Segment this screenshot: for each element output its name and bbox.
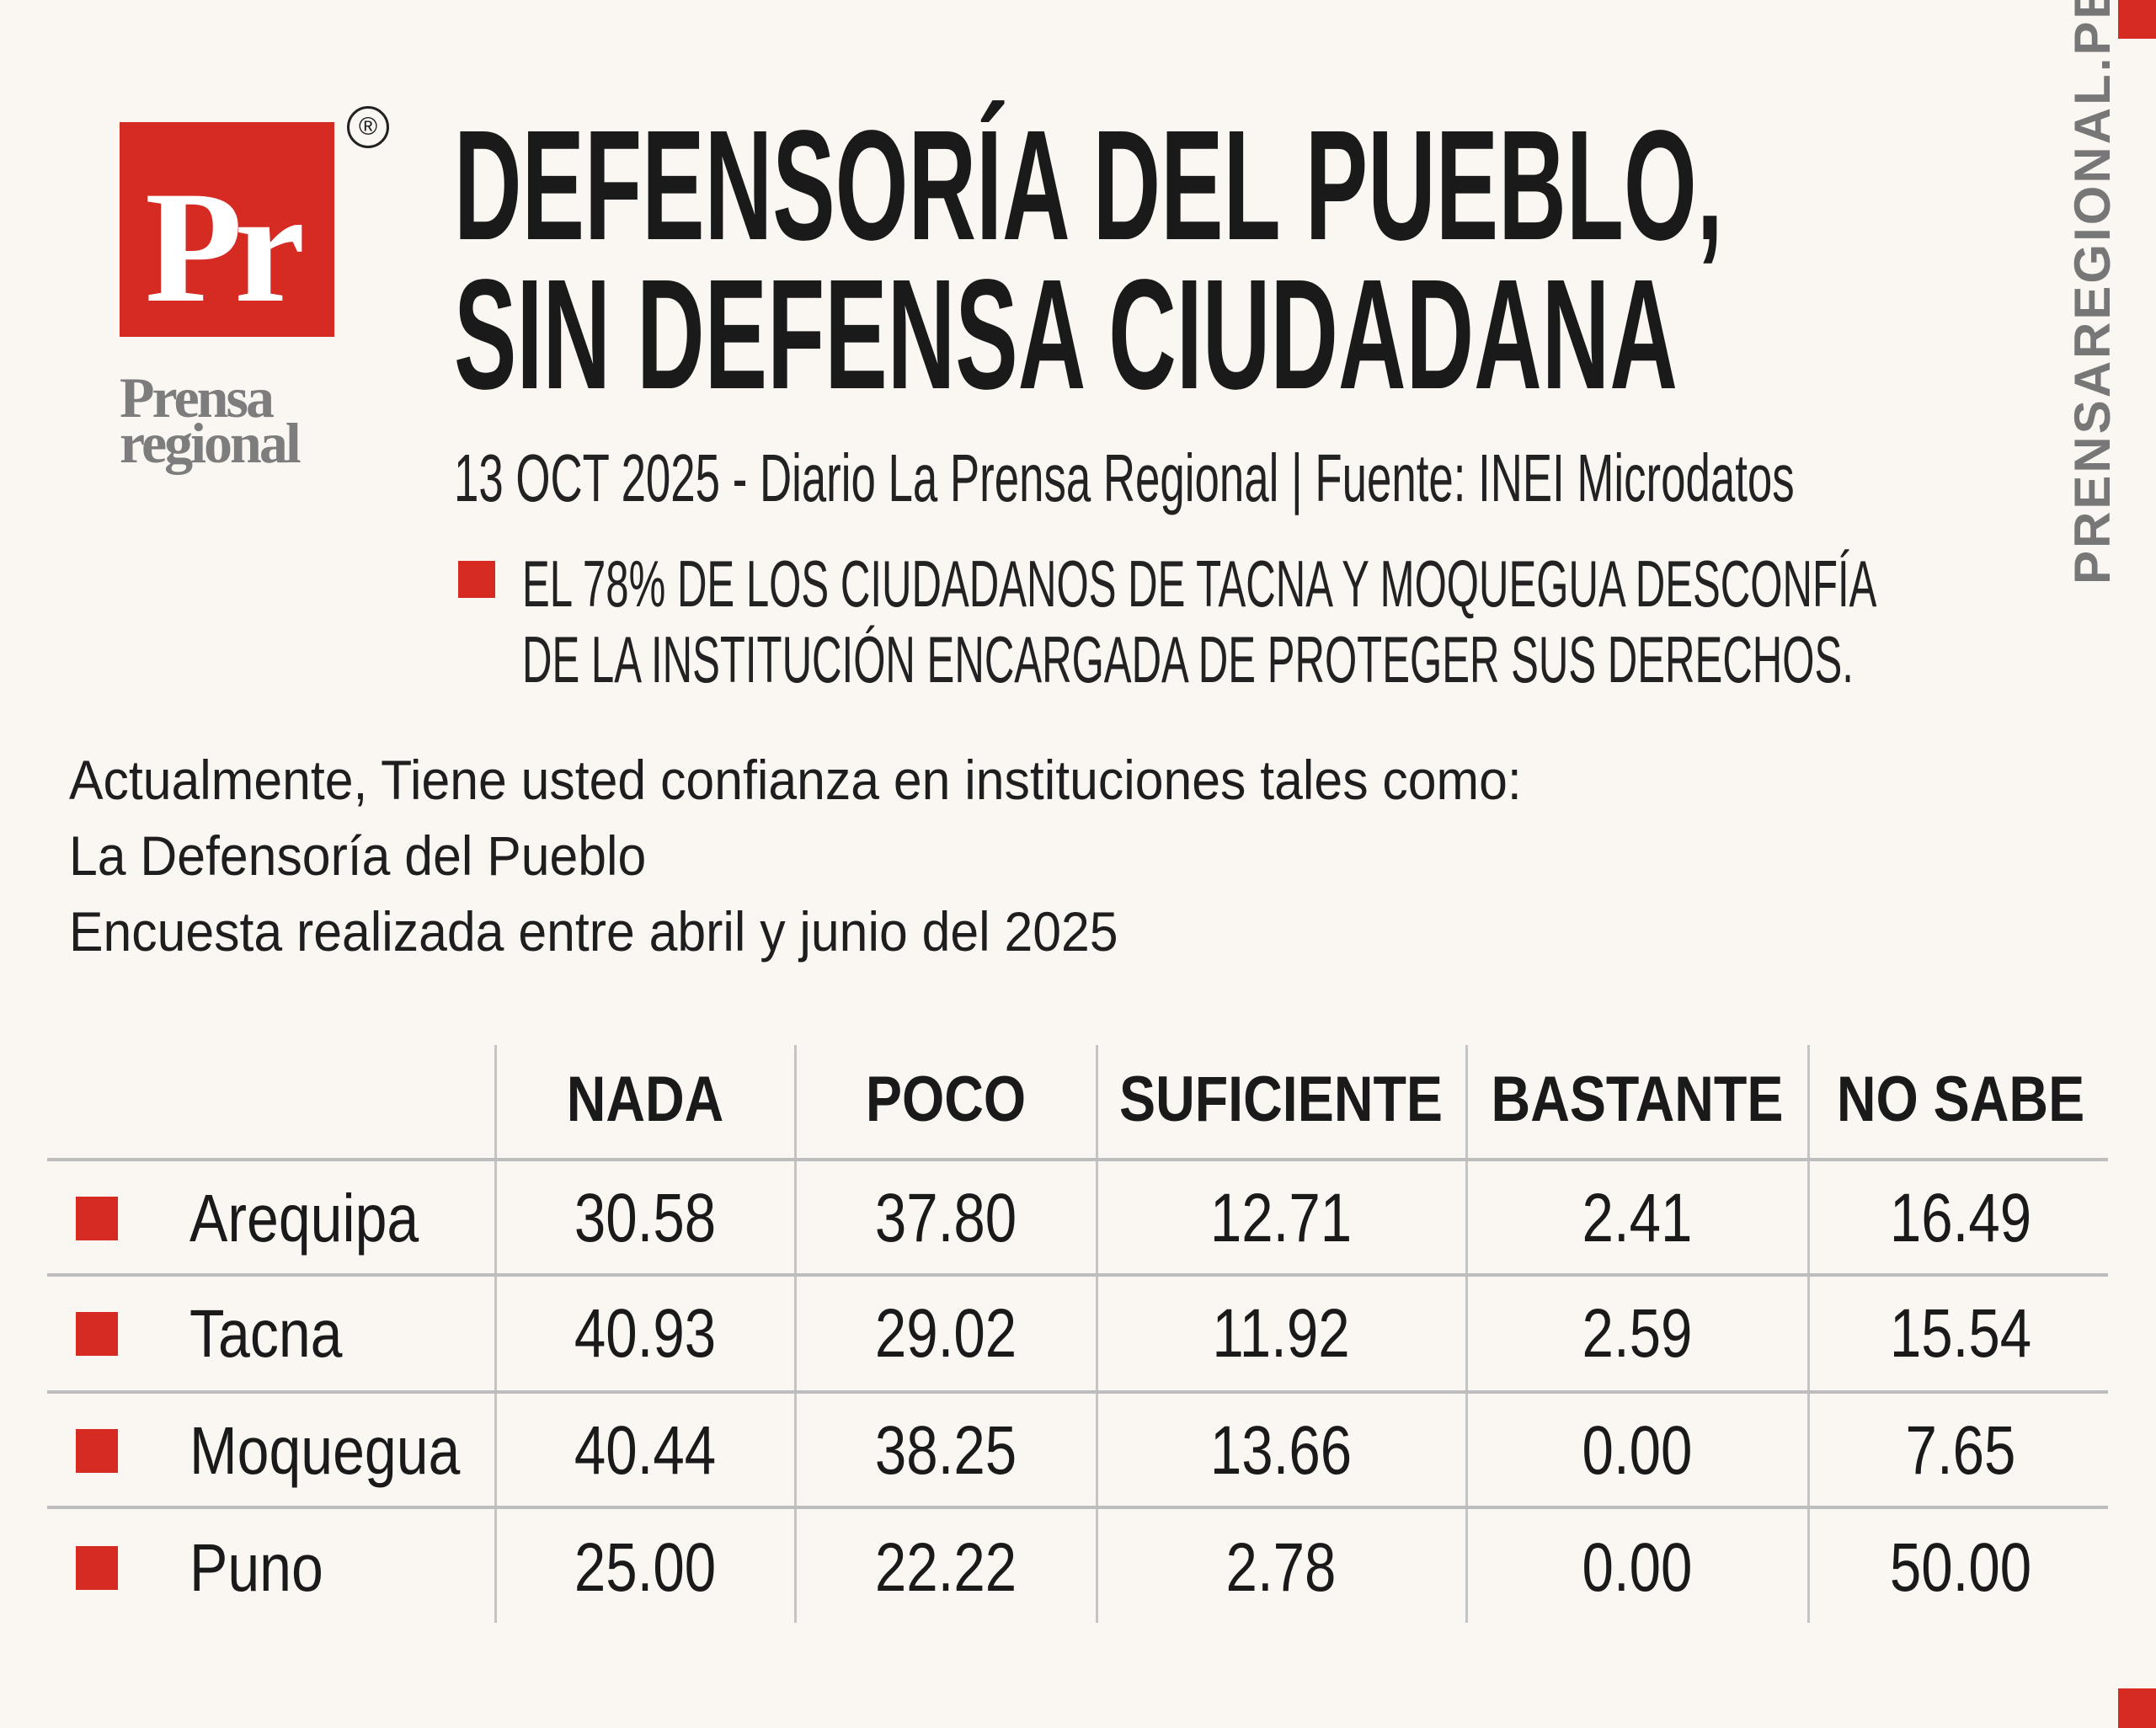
column-divider [794,1045,797,1623]
logo: Pr [120,122,334,337]
header-nada: NADA [566,1064,724,1135]
headline-line-2: SIN DEFENSA CIUDADANA [454,248,1678,422]
value-cell: 0.00 [1582,1412,1693,1489]
region-name: Puno [189,1530,323,1605]
row-marker [76,1546,118,1590]
value-cell: 29.02 [874,1295,1017,1372]
value-cell: 7.65 [1905,1412,2016,1489]
highlight-line-1: EL 78% DE LOS CIUDADANOS DE TACNA Y MOQU… [522,547,1877,621]
header-bastante: BASTANTE [1491,1064,1784,1135]
headline-line-1: DEFENSORÍA DEL PUEBLO, [454,99,1723,273]
header-no-sabe: NO SABE [1836,1064,2085,1135]
value-cell: 2.41 [1582,1180,1693,1256]
bullet-square [458,561,495,598]
registered-mark: ® [347,106,389,148]
header-suficiente: SUFICIENTE [1118,1064,1444,1135]
value-cell: 12.71 [1209,1180,1353,1256]
value-cell: 37.80 [874,1180,1017,1256]
region-name: Arequipa [189,1181,419,1256]
column-divider [1465,1045,1468,1623]
row-marker [76,1429,118,1473]
value-cell: 2.78 [1225,1529,1337,1606]
question-line-2: La Defensoría del Pueblo [69,824,647,887]
question-line-1: Actualmente, Tiene usted confianza en in… [69,749,1522,811]
column-divider [1807,1045,1810,1623]
highlight-line-2: DE LA INSTITUCIÓN ENCARGADA DE PROTEGER … [522,622,1854,696]
region-name: Tacna [189,1296,343,1371]
value-cell: 13.66 [1209,1412,1353,1489]
row-marker [76,1197,118,1240]
value-cell: 30.58 [574,1180,717,1256]
dateline: 13 OCT 2025 - Diario La Prensa Regional … [454,440,1795,515]
logo-mark: Pr [145,159,305,336]
row-divider [47,1158,2108,1161]
value-cell: 40.44 [574,1412,717,1489]
side-url: PRENSAREGIONAL.PE [2064,0,2121,584]
brand-wordmark: Prensa regional [120,365,302,475]
row-divider [47,1273,2108,1277]
region-name: Moquegua [189,1413,461,1488]
value-cell: 11.92 [1212,1295,1350,1372]
header-poco: POCO [865,1064,1027,1135]
question-line-3: Encuesta realizada entre abril y junio d… [69,900,1118,963]
row-divider [47,1390,2108,1394]
value-cell: 0.00 [1582,1529,1693,1606]
value-cell: 25.00 [574,1529,717,1606]
value-cell: 15.54 [1889,1295,2032,1372]
column-divider [494,1045,497,1623]
corner-accent-bottom [2118,1688,2156,1728]
row-marker [76,1312,118,1356]
corner-accent-top [2118,0,2156,39]
value-cell: 38.25 [874,1412,1017,1489]
column-divider [1096,1045,1098,1623]
row-divider [47,1506,2108,1509]
value-cell: 22.22 [874,1529,1017,1606]
value-cell: 16.49 [1889,1180,2032,1256]
value-cell: 50.00 [1889,1529,2032,1606]
value-cell: 2.59 [1582,1295,1693,1372]
value-cell: 40.93 [574,1295,717,1372]
